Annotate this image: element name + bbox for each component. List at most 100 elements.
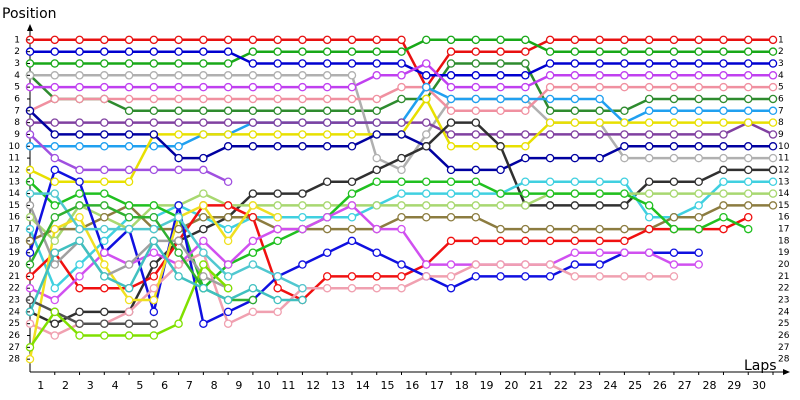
y-tick-label-right: 14 xyxy=(778,189,790,199)
series-point xyxy=(273,201,282,210)
series-point xyxy=(50,307,60,317)
series-point xyxy=(149,224,159,234)
series-line xyxy=(29,203,699,302)
series-point xyxy=(199,319,208,328)
x-tick-label: 29 xyxy=(727,379,741,392)
series-point xyxy=(149,212,159,222)
y-tick-label-right: 28 xyxy=(778,355,790,365)
series-point xyxy=(694,260,703,269)
series-point xyxy=(719,35,728,45)
series-point xyxy=(694,47,703,56)
series-point xyxy=(644,177,654,187)
series-point xyxy=(124,71,134,80)
y-tick-label: 10 xyxy=(9,142,21,152)
series-point xyxy=(372,177,381,187)
series-point xyxy=(149,260,159,269)
series-point xyxy=(397,189,406,198)
series-point xyxy=(174,35,183,45)
series-point xyxy=(570,71,580,80)
series-point xyxy=(620,201,629,210)
series-point xyxy=(397,212,406,222)
series-point xyxy=(248,130,258,139)
series-point xyxy=(273,47,282,56)
series-point xyxy=(372,201,381,210)
series-point xyxy=(446,272,456,281)
series-point xyxy=(298,142,307,151)
series-point xyxy=(124,47,134,56)
series-point xyxy=(75,82,84,92)
series-point xyxy=(521,177,530,187)
series-point xyxy=(298,283,307,293)
series-point xyxy=(644,130,654,139)
series-point xyxy=(75,94,84,104)
series-point xyxy=(521,59,530,68)
series-point xyxy=(100,130,109,139)
series-point xyxy=(273,236,282,246)
series-point xyxy=(570,260,580,269)
series-point xyxy=(50,94,60,104)
series-point xyxy=(521,272,530,281)
series-point xyxy=(124,283,134,293)
series-point xyxy=(545,59,555,68)
series-point xyxy=(199,248,208,257)
series-point xyxy=(174,47,183,56)
series-point xyxy=(521,260,530,269)
series-point xyxy=(397,272,406,281)
series-point xyxy=(397,165,406,175)
series-point xyxy=(322,35,332,45)
x-tick-label: 10 xyxy=(257,379,271,392)
series-point xyxy=(273,59,282,68)
series-point xyxy=(570,94,580,104)
series-point xyxy=(100,319,109,328)
series-point xyxy=(298,118,307,127)
series-point xyxy=(100,177,109,187)
series-point xyxy=(545,189,555,198)
series-point xyxy=(669,153,679,163)
series-point xyxy=(50,189,60,198)
series-point xyxy=(50,201,60,210)
series-point xyxy=(199,212,208,222)
series-point xyxy=(372,283,381,293)
series-point xyxy=(174,224,183,234)
series-point xyxy=(372,94,381,104)
series-point xyxy=(75,201,84,210)
series-point xyxy=(719,153,728,163)
series-point xyxy=(100,35,109,45)
y-tick-label: 22 xyxy=(9,284,20,294)
series-point xyxy=(223,47,233,56)
series-point xyxy=(669,82,679,92)
series-point xyxy=(496,260,505,269)
series-point xyxy=(521,130,530,139)
series-point xyxy=(422,260,431,269)
series-point xyxy=(694,35,703,45)
series-point xyxy=(595,153,604,163)
series-point xyxy=(347,118,357,127)
series-point xyxy=(471,118,481,127)
series-point xyxy=(644,224,654,234)
series-point xyxy=(595,189,604,198)
y-tick-label-right: 24 xyxy=(778,307,790,317)
series-point xyxy=(223,212,233,222)
series-point xyxy=(273,142,282,151)
series-point xyxy=(694,130,703,139)
series-point xyxy=(273,272,282,281)
series-point xyxy=(669,106,679,116)
series-point xyxy=(768,165,778,175)
series-point xyxy=(199,82,208,92)
y-tick-label: 27 xyxy=(9,343,20,353)
series-point xyxy=(149,71,159,80)
series-point xyxy=(223,106,233,116)
series-point xyxy=(149,331,159,340)
series-point xyxy=(50,165,60,175)
x-tick-label: 1 xyxy=(37,379,44,392)
series-point xyxy=(298,201,307,210)
series-point xyxy=(223,319,233,328)
series-point xyxy=(694,201,703,210)
x-tick-label: 25 xyxy=(628,379,642,392)
series-point xyxy=(570,272,580,281)
series-point xyxy=(298,189,307,198)
series-point xyxy=(743,201,753,210)
series-point xyxy=(174,319,183,328)
series-point xyxy=(521,201,530,210)
series-point xyxy=(149,94,159,104)
